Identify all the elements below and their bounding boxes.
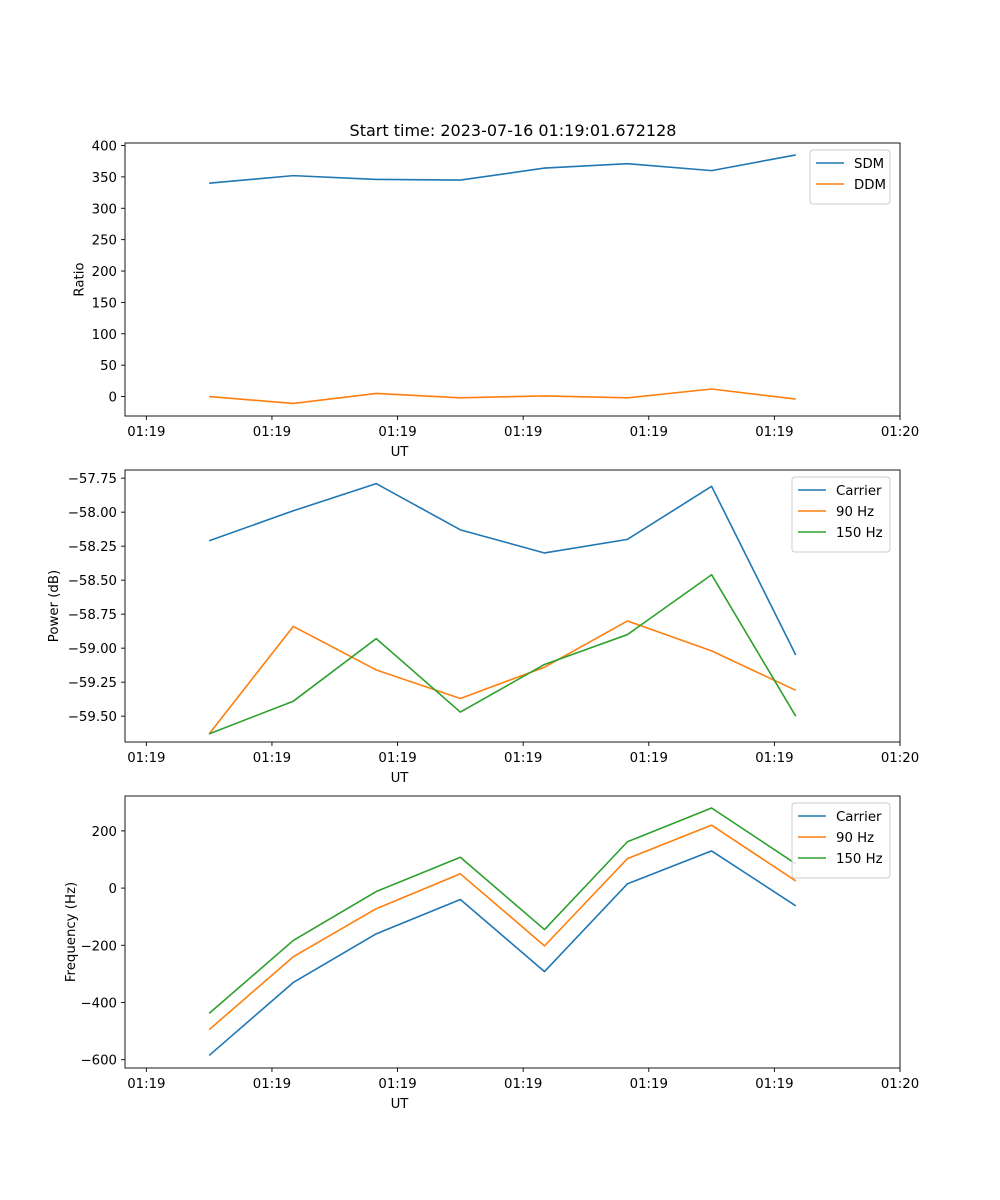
- y-tick-label: −57.75: [68, 472, 117, 487]
- x-tick-label: 01:19: [253, 425, 291, 440]
- x-axis-label: UT: [391, 445, 410, 460]
- y-tick-label: −58.00: [68, 506, 117, 521]
- series-line-carrier: [208, 482, 797, 656]
- legend-label: 90 Hz: [836, 505, 874, 520]
- plot-frame: [124, 142, 901, 417]
- y-tick-label: 200: [92, 265, 117, 280]
- series-line-sdm: [209, 154, 796, 184]
- y-axis-label: Frequency (Hz): [64, 882, 79, 982]
- legend: SDM DDM: [809, 149, 891, 205]
- legend-box: [791, 802, 891, 879]
- x-axis-label: UT: [391, 1097, 410, 1112]
- legend-label: Carrier: [836, 810, 882, 825]
- legend-label: DDM: [854, 178, 886, 193]
- x-tick-label: 01:19: [127, 425, 165, 440]
- y-tick-label: −59.00: [68, 642, 117, 657]
- legend-label: 90 Hz: [836, 831, 874, 846]
- y-tick-label: 100: [92, 328, 117, 343]
- x-tick-label: 01:19: [127, 1077, 165, 1092]
- legend-box: [791, 476, 891, 553]
- chart-panel-1: 01:19 01:19 01:19 01:19 01:19 01:19 01:20 0 50 10…: [73, 140, 920, 460]
- y-tick-label: 400: [92, 140, 117, 155]
- y-tick-label: −200: [80, 939, 117, 954]
- y-tick-label: 150: [92, 296, 117, 311]
- x-axis-label: UT: [391, 771, 410, 786]
- x-tick-label: 01:20: [881, 751, 919, 766]
- x-tick-label: 01:20: [881, 425, 919, 440]
- x-tick-label: 01:19: [504, 1077, 542, 1092]
- x-tick-label: 01:19: [504, 425, 542, 440]
- series-line-90-hz: [208, 824, 797, 1031]
- y-tick-label: −59.25: [68, 676, 117, 691]
- y-tick-label: 200: [92, 825, 117, 840]
- legend-label: Carrier: [836, 484, 882, 499]
- x-tick-label: 01:19: [504, 751, 542, 766]
- legend-label: 150 Hz: [836, 526, 883, 541]
- x-tick-label: 01:19: [630, 751, 668, 766]
- x-tick-label: 01:19: [378, 425, 416, 440]
- x-tick-label: 01:19: [378, 751, 416, 766]
- y-tick-label: 50: [100, 359, 117, 374]
- series-line-90-hz: [208, 620, 797, 735]
- chart-panel-2: 01:19 01:19 01:19 01:19 01:19 01:19 01:20 −59.5…: [47, 469, 919, 786]
- x-tick-label: 01:19: [755, 425, 793, 440]
- legend: Carrier 90 Hz 150 Hz: [791, 802, 891, 879]
- y-axis-label: Power (dB): [47, 570, 62, 642]
- plot-frame: [124, 795, 901, 1069]
- y-tick-label: −58.25: [68, 540, 117, 555]
- x-tick-label: 01:20: [881, 1077, 919, 1092]
- x-tick-label: 01:19: [253, 1077, 291, 1092]
- y-tick-label: 300: [92, 202, 117, 217]
- series-line-ddm: [209, 388, 796, 405]
- legend: Carrier 90 Hz 150 Hz: [791, 476, 891, 553]
- y-tick-label: −58.75: [68, 608, 117, 623]
- x-tick-label: 01:19: [630, 1077, 668, 1092]
- y-tick-label: 0: [109, 391, 117, 406]
- x-tick-label: 01:19: [630, 425, 668, 440]
- series-line-carrier: [208, 850, 797, 1057]
- y-tick-label: 0: [109, 882, 117, 897]
- x-tick-label: 01:19: [127, 751, 165, 766]
- series-line-150-hz: [208, 573, 797, 735]
- x-tick-label: 01:19: [755, 751, 793, 766]
- y-tick-label: 350: [92, 171, 117, 186]
- x-tick-label: 01:19: [378, 1077, 416, 1092]
- y-tick-label: −400: [80, 997, 117, 1012]
- y-tick-label: −59.50: [68, 710, 117, 725]
- y-axis-label: Ratio: [73, 262, 88, 296]
- y-tick-label: 250: [92, 234, 117, 249]
- x-tick-label: 01:19: [755, 1077, 793, 1092]
- y-tick-label: −600: [80, 1054, 117, 1069]
- legend-label: 150 Hz: [836, 852, 883, 867]
- x-tick-label: 01:19: [253, 751, 291, 766]
- series-line-150-hz: [208, 807, 797, 1014]
- legend-label: SDM: [854, 157, 884, 172]
- y-tick-label: −58.50: [68, 574, 117, 589]
- chart-title: Start time: 2023-07-16 01:19:01.672128: [350, 121, 677, 140]
- chart-panel-3: 01:19 01:19 01:19 01:19 01:19 01:19 01:20 −600 −…: [64, 795, 919, 1112]
- plot-frame: [124, 469, 901, 743]
